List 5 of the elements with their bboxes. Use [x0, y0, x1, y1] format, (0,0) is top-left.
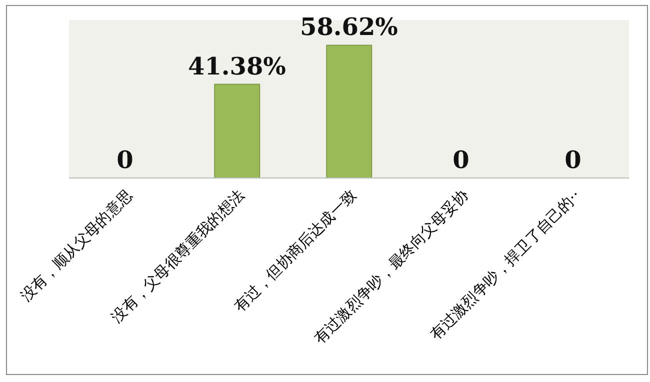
data-label: 0: [564, 145, 582, 174]
data-label: 0: [452, 145, 470, 174]
data-label: 58.62%: [300, 12, 398, 42]
data-label: 41.38%: [188, 51, 286, 80]
data-label: 0: [116, 145, 134, 174]
